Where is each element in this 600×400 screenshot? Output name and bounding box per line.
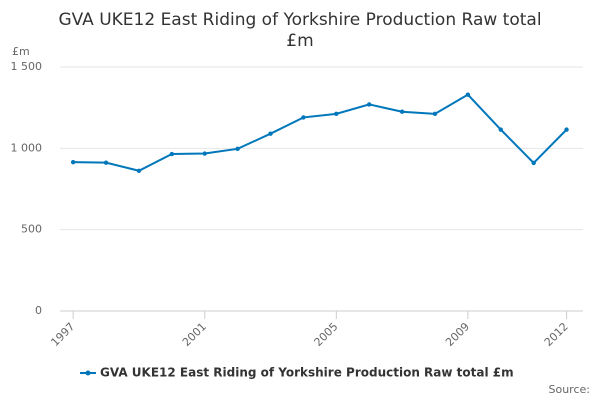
y-tick-label: 1 000 (11, 141, 43, 154)
line (73, 93, 568, 172)
legend-label: GVA UKE12 East Riding of Yorkshire Produ… (100, 366, 514, 380)
point (531, 160, 536, 166)
point (301, 115, 306, 120)
point (498, 127, 503, 132)
point (465, 92, 471, 97)
y-tick-label: 1 500 (11, 60, 43, 73)
point (399, 109, 405, 114)
point (432, 111, 438, 117)
y-tick-label: 0 (35, 304, 42, 317)
point (334, 111, 339, 117)
x-tick-label: 2001 (180, 320, 209, 349)
point (268, 131, 273, 136)
legend-marker (85, 370, 91, 376)
x-tick-label: 2009 (443, 320, 472, 349)
point (169, 151, 175, 157)
y-tick-label: 500 (21, 223, 42, 236)
chart-title: GVA UKE12 East Riding of Yorkshire Produ… (58, 10, 541, 30)
chart-title: £m (286, 31, 313, 51)
x-tick-label: 2012 (542, 320, 571, 349)
point (70, 159, 76, 165)
x-tick-label: 1997 (48, 320, 77, 349)
point (202, 151, 207, 156)
point (366, 102, 372, 107)
point (235, 146, 240, 152)
source: Source: (549, 383, 591, 396)
y-axis-label: £m (12, 45, 30, 58)
point (564, 127, 569, 132)
x-tick-label: 2005 (312, 320, 341, 349)
point (103, 160, 109, 165)
point (136, 168, 142, 173)
